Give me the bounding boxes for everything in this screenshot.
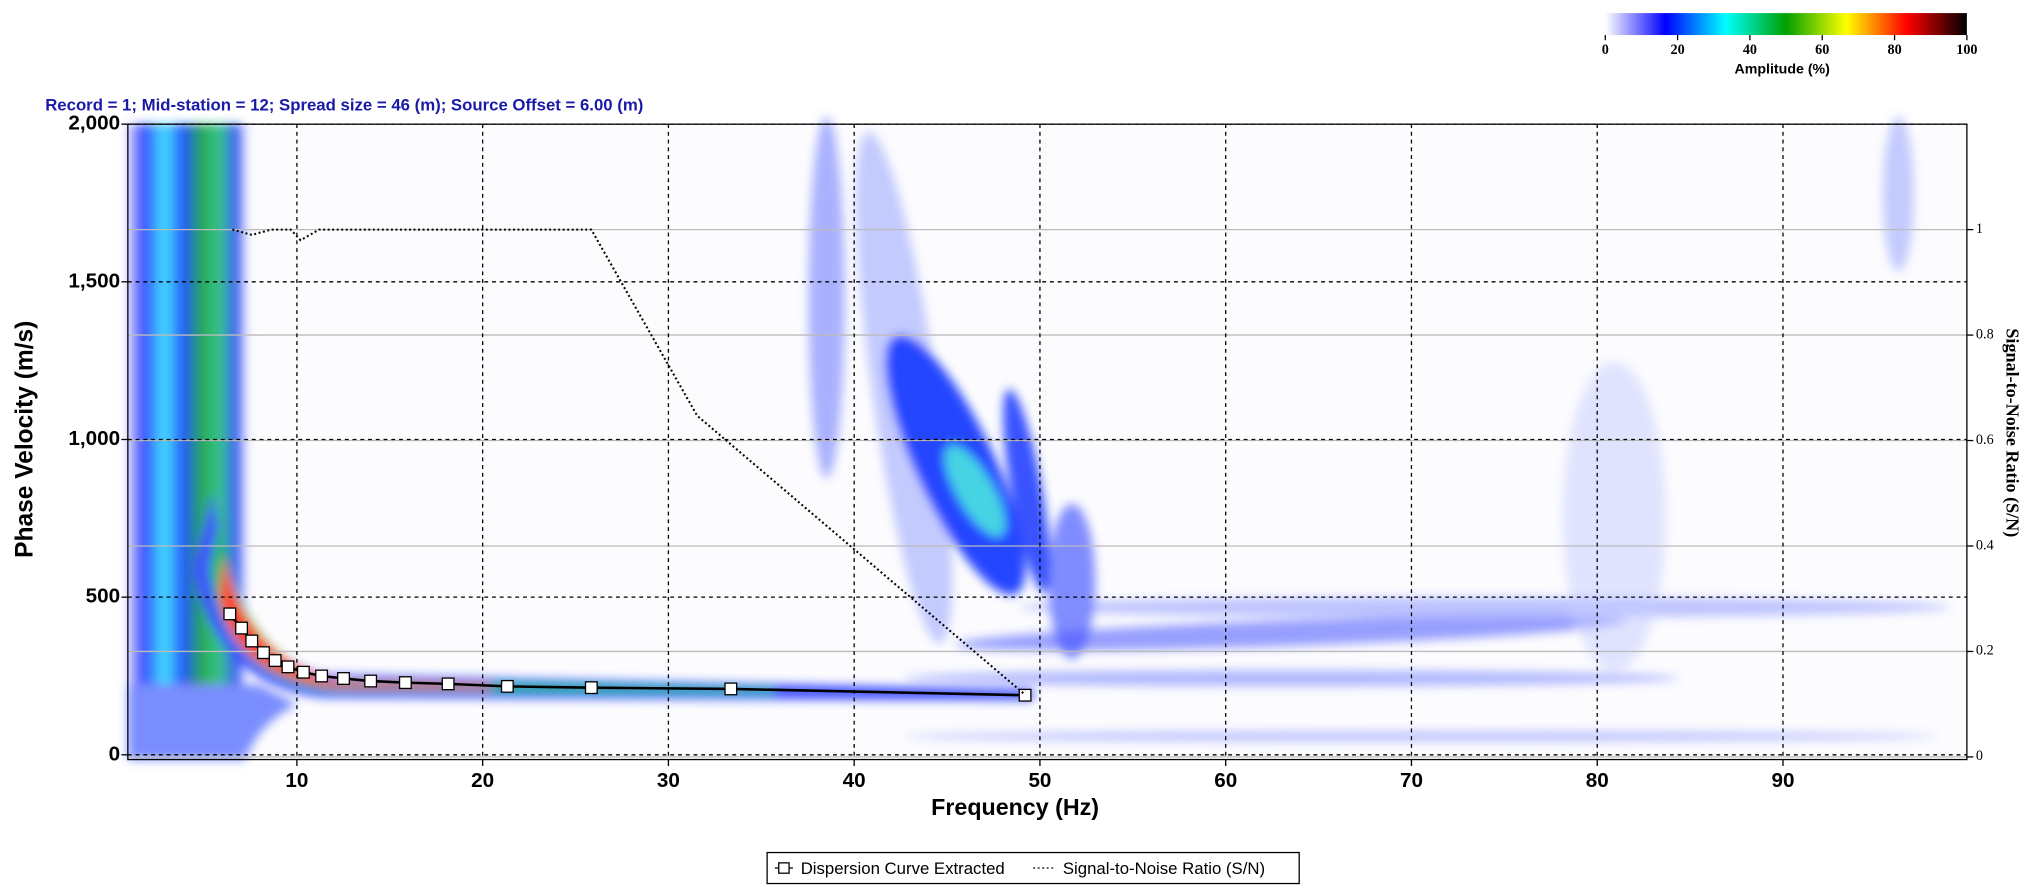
y2-tick-label: 0.8 [1976,326,1994,342]
chart-title: Record = 1; Mid-station = 12; Spread siz… [45,96,643,115]
y-tick-label: 500 [86,585,120,608]
x-tick-label: 50 [1028,769,1051,792]
curve-point [724,682,738,696]
y-tick-label: 0 [109,742,121,765]
colorbar-label: Amplitude (%) [1735,62,1831,78]
curve-point [257,646,270,660]
y2-tick-label: 0.2 [1976,643,1994,659]
y2-tick-label: 1 [1976,221,1983,237]
curve-point [364,674,378,688]
curve-point [296,665,310,679]
curve-point [337,672,350,685]
curve-point [315,669,329,683]
colorbar-tick-label: 100 [1956,42,1977,58]
x-tick-label: 30 [657,769,680,792]
legend-marker-sample [778,862,790,874]
curve-point [1018,688,1032,702]
colorbar-tick-label: 60 [1815,42,1829,58]
marks [223,228,1032,702]
grid [127,123,1967,760]
x-tick-label: 10 [285,769,308,792]
curve-point [223,607,237,621]
colorbar-tick-label: 0 [1602,42,1609,58]
x-tick-label: 20 [471,769,494,792]
plot-frame [127,123,1968,761]
curve-point [398,676,412,690]
y-tick-label: 1,500 [68,269,120,292]
x-axis-label: Frequency (Hz) [931,794,1099,820]
legend-label: Dispersion Curve Extracted [801,859,1005,878]
dispersion-image [127,116,1967,760]
colorbar-tick-label: 20 [1671,42,1685,58]
snr-line [232,228,1026,696]
x-tick-label: 70 [1400,769,1423,792]
legend-label: Signal-to-Noise Ratio (S/N) [1063,859,1265,878]
curve-point [235,621,248,635]
x-tick-label: 40 [843,769,866,792]
colorbar-tick-label: 80 [1887,42,1901,58]
curve-point [441,677,455,691]
x-tick-label: 90 [1771,769,1794,792]
curve-point [281,660,295,674]
y2-axis-label: Signal-to-Noise Ratio (S/N) [2002,328,2023,537]
curve-point [584,681,598,695]
y2-tick-label: 0.6 [1976,432,1994,448]
colorbar: Amplitude (%) 0 20 40 60 80 100 [1602,13,1978,78]
legend: Dispersion Curve Extracted Signal-to-Noi… [766,851,1300,885]
y-tick-label: 1,000 [68,427,120,450]
y-tick-label: 2,000 [68,112,120,135]
curve-point [268,654,282,667]
curve-point [245,634,259,648]
x-tick-label: 80 [1586,769,1609,792]
legend-box [766,851,1300,885]
colorbar-tick-label: 40 [1743,42,1757,58]
x-tick-label: 60 [1214,769,1237,792]
y2-tick-label: 0 [1976,748,1983,764]
curve-point [500,679,514,693]
y2-tick-label: 0.4 [1976,537,1994,553]
colorbar-scale [1605,13,1967,36]
y-axis-label: Phase Velocity (m/s) [11,321,38,558]
